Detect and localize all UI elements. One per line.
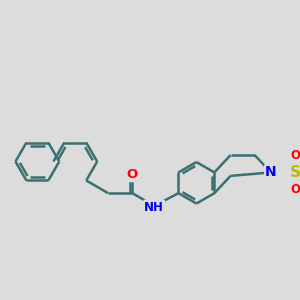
Text: O: O bbox=[290, 183, 300, 196]
Text: NH: NH bbox=[144, 200, 164, 214]
Text: N: N bbox=[265, 165, 277, 179]
Text: S: S bbox=[290, 165, 300, 180]
Text: O: O bbox=[127, 168, 138, 181]
Text: O: O bbox=[290, 148, 300, 162]
